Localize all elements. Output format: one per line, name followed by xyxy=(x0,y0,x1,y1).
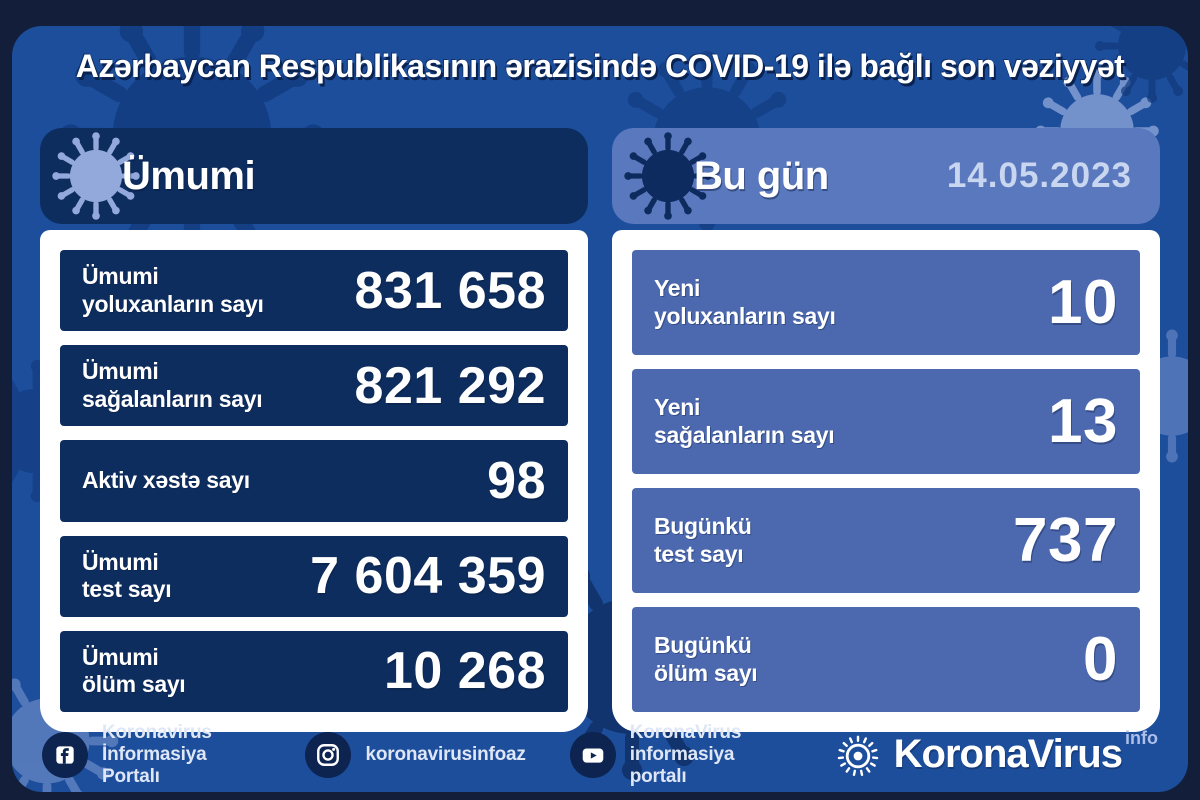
stat-value: 98 xyxy=(487,452,546,510)
brand-name: KoronaVirus xyxy=(893,732,1123,776)
stat-label: Ümumi sağalanların sayı xyxy=(82,358,263,412)
totals-list: Ümumi yoluxanların sayı 831 658 Ümumi sa… xyxy=(40,230,588,732)
date: 14.05.2023 xyxy=(946,156,1132,195)
stat-value: 821 292 xyxy=(354,356,546,415)
stat-label: Ümumi test sayı xyxy=(82,548,172,603)
stat-value: 831 658 xyxy=(354,261,546,320)
stat-row-new-infected: Yeni yoluxanların sayı 10 xyxy=(632,250,1140,355)
stat-row-active-cases: Aktiv xəstə sayı 98 xyxy=(60,440,568,522)
stat-label: Yeni sağalanların sayı xyxy=(654,393,835,448)
stat-row-new-recovered: Yeni sağalanların sayı 13 xyxy=(632,369,1140,474)
page-title: Azərbaycan Respublikasının ərazisində CO… xyxy=(75,48,1125,84)
stat-row-today-tests: Bugünkü test sayı 737 xyxy=(632,488,1140,593)
stat-value: 7 604 359 xyxy=(310,547,546,606)
today-list: Yeni yoluxanların sayı 10 Yeni sağalanla… xyxy=(612,230,1160,732)
today-header: Bu gün 14.05.2023 xyxy=(612,128,1160,224)
facebook-link[interactable]: Koronavirus İnformasiya Portalı xyxy=(42,722,261,788)
stat-value: 13 xyxy=(1048,387,1118,456)
stat-label: Aktiv xəstə sayı xyxy=(82,467,250,494)
stat-label: Bugünkü ölüm sayı xyxy=(654,631,758,686)
stat-row-total-recovered: Ümumi sağalanların sayı 821 292 xyxy=(60,345,568,427)
stat-label: Ümumi ölüm sayı xyxy=(82,643,186,698)
brand-suffix: info xyxy=(1125,728,1158,748)
stat-label: Yeni yoluxanların sayı xyxy=(654,274,836,329)
totals-header: Ümumi xyxy=(40,128,588,224)
youtube-icon xyxy=(569,732,616,778)
stat-row-total-tests: Ümumi test sayı 7 604 359 xyxy=(60,535,568,617)
instagram-icon xyxy=(305,732,352,778)
stat-value: 737 xyxy=(1013,506,1118,575)
stat-value: 10 xyxy=(1048,268,1118,337)
instagram-link[interactable]: koronavirusinfoaz xyxy=(305,732,526,778)
youtube-label: KoronaVirus informasiya portalı xyxy=(629,722,742,787)
stat-value: 10 268 xyxy=(383,642,546,701)
facebook-label: Koronavirus İnformasiya Portalı xyxy=(102,722,212,787)
stat-row-total-infected: Ümumi yoluxanların sayı 831 658 xyxy=(60,250,568,332)
canvas: Azərbaycan Respublikasının ərazisində CO… xyxy=(12,26,1188,792)
stat-label: Ümumi yoluxanların sayı xyxy=(82,263,264,317)
today-title: Bu gün xyxy=(694,153,829,198)
instagram-label: koronavirusinfoaz xyxy=(365,744,526,765)
stat-row-total-deaths: Ümumi ölüm sayı 10 268 xyxy=(60,630,568,713)
totals-panel: Ümumi Ümumi yoluxanların sayı 831 658 Üm… xyxy=(40,128,588,732)
stat-value: 0 xyxy=(1083,625,1118,694)
footer: Koronavirus İnformasiya Portalı koronavi… xyxy=(42,722,1158,787)
virus-sun-icon xyxy=(834,732,882,780)
today-panel: Bu gün 14.05.2023 Yeni yoluxanların sayı… xyxy=(612,128,1160,732)
koronavirus-info-logo[interactable]: KoronaVirus info xyxy=(834,728,1158,780)
youtube-link[interactable]: KoronaVirus informasiya portalı xyxy=(569,722,790,788)
facebook-icon xyxy=(42,732,88,778)
stat-label: Bugünkü test sayı xyxy=(654,512,752,567)
stat-row-today-deaths: Bugünkü ölüm sayı 0 xyxy=(632,607,1140,712)
totals-title: Ümumi xyxy=(122,153,256,198)
